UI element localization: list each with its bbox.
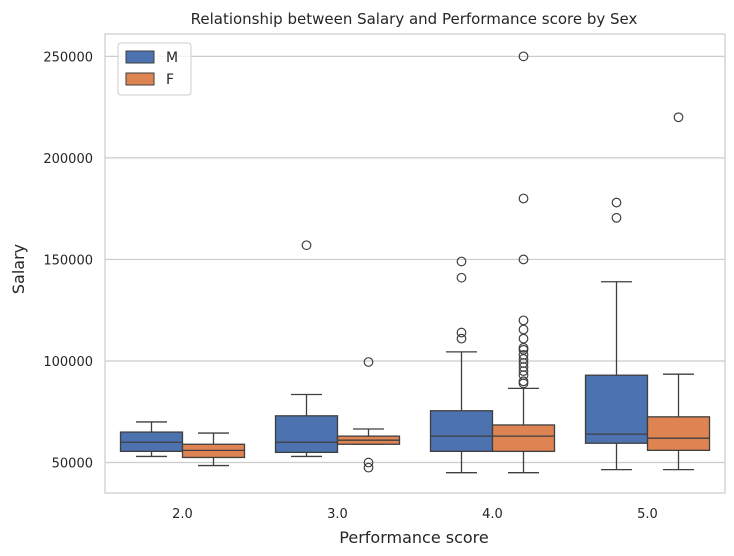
chart-title: Relationship between Salary and Performa… (191, 10, 638, 28)
outlier-point (673, 112, 684, 123)
outlier-point (456, 333, 467, 344)
box-body (274, 415, 339, 454)
outlier-point (518, 315, 529, 326)
y-tick-label: 250000 (43, 50, 93, 65)
series-M (119, 197, 649, 474)
outlier-point (518, 376, 529, 387)
y-tick-label: 200000 (43, 152, 93, 167)
box-body (491, 424, 556, 453)
outlier-point (301, 240, 312, 251)
series-F (181, 51, 711, 474)
plot-frame (104, 33, 726, 494)
box-body (429, 410, 494, 453)
box (491, 51, 556, 474)
y-tick-label: 150000 (43, 253, 93, 268)
outlier-point (456, 256, 467, 267)
box (429, 256, 494, 474)
outlier-point (456, 272, 467, 283)
gridlines (105, 55, 725, 464)
x-tick-label: 3.0 (327, 507, 348, 522)
box (181, 432, 246, 467)
outlier-point (456, 327, 467, 338)
y-tick-labels: 50000 100000 150000 200000 250000 (43, 50, 93, 471)
outlier-point (518, 349, 529, 360)
x-tick-label: 2.0 (172, 507, 193, 522)
outlier-point (518, 51, 529, 62)
legend-swatch (125, 72, 155, 86)
x-tick-label: 4.0 (482, 507, 503, 522)
outlier-point (611, 197, 622, 208)
outlier-point (518, 254, 529, 265)
outlier-point (518, 193, 529, 204)
y-axis-title: Salary (9, 244, 28, 294)
x-tick-labels: 2.0 3.0 4.0 5.0 (172, 507, 658, 522)
outlier-point (611, 212, 622, 223)
y-tick-label: 100000 (43, 355, 93, 370)
legend: MF (117, 42, 192, 96)
x-axis-title: Performance score (339, 528, 488, 547)
outlier-point (518, 333, 529, 344)
box-body (646, 416, 711, 451)
outlier-point (363, 457, 374, 468)
box (336, 357, 401, 473)
y-tick-label: 50000 (52, 457, 93, 472)
box (119, 421, 184, 458)
box (646, 112, 711, 471)
legend-swatch (125, 50, 155, 64)
outlier-point (518, 378, 529, 389)
legend-label: F (166, 72, 174, 88)
x-tick-label: 5.0 (637, 507, 658, 522)
box (584, 197, 649, 471)
box (274, 240, 339, 458)
outlier-point (518, 344, 529, 355)
outlier-point (518, 324, 529, 335)
outlier-point (363, 462, 374, 473)
box-series (119, 51, 711, 474)
legend-label: M (166, 50, 178, 66)
outlier-point (363, 357, 374, 367)
box-body (584, 374, 649, 444)
